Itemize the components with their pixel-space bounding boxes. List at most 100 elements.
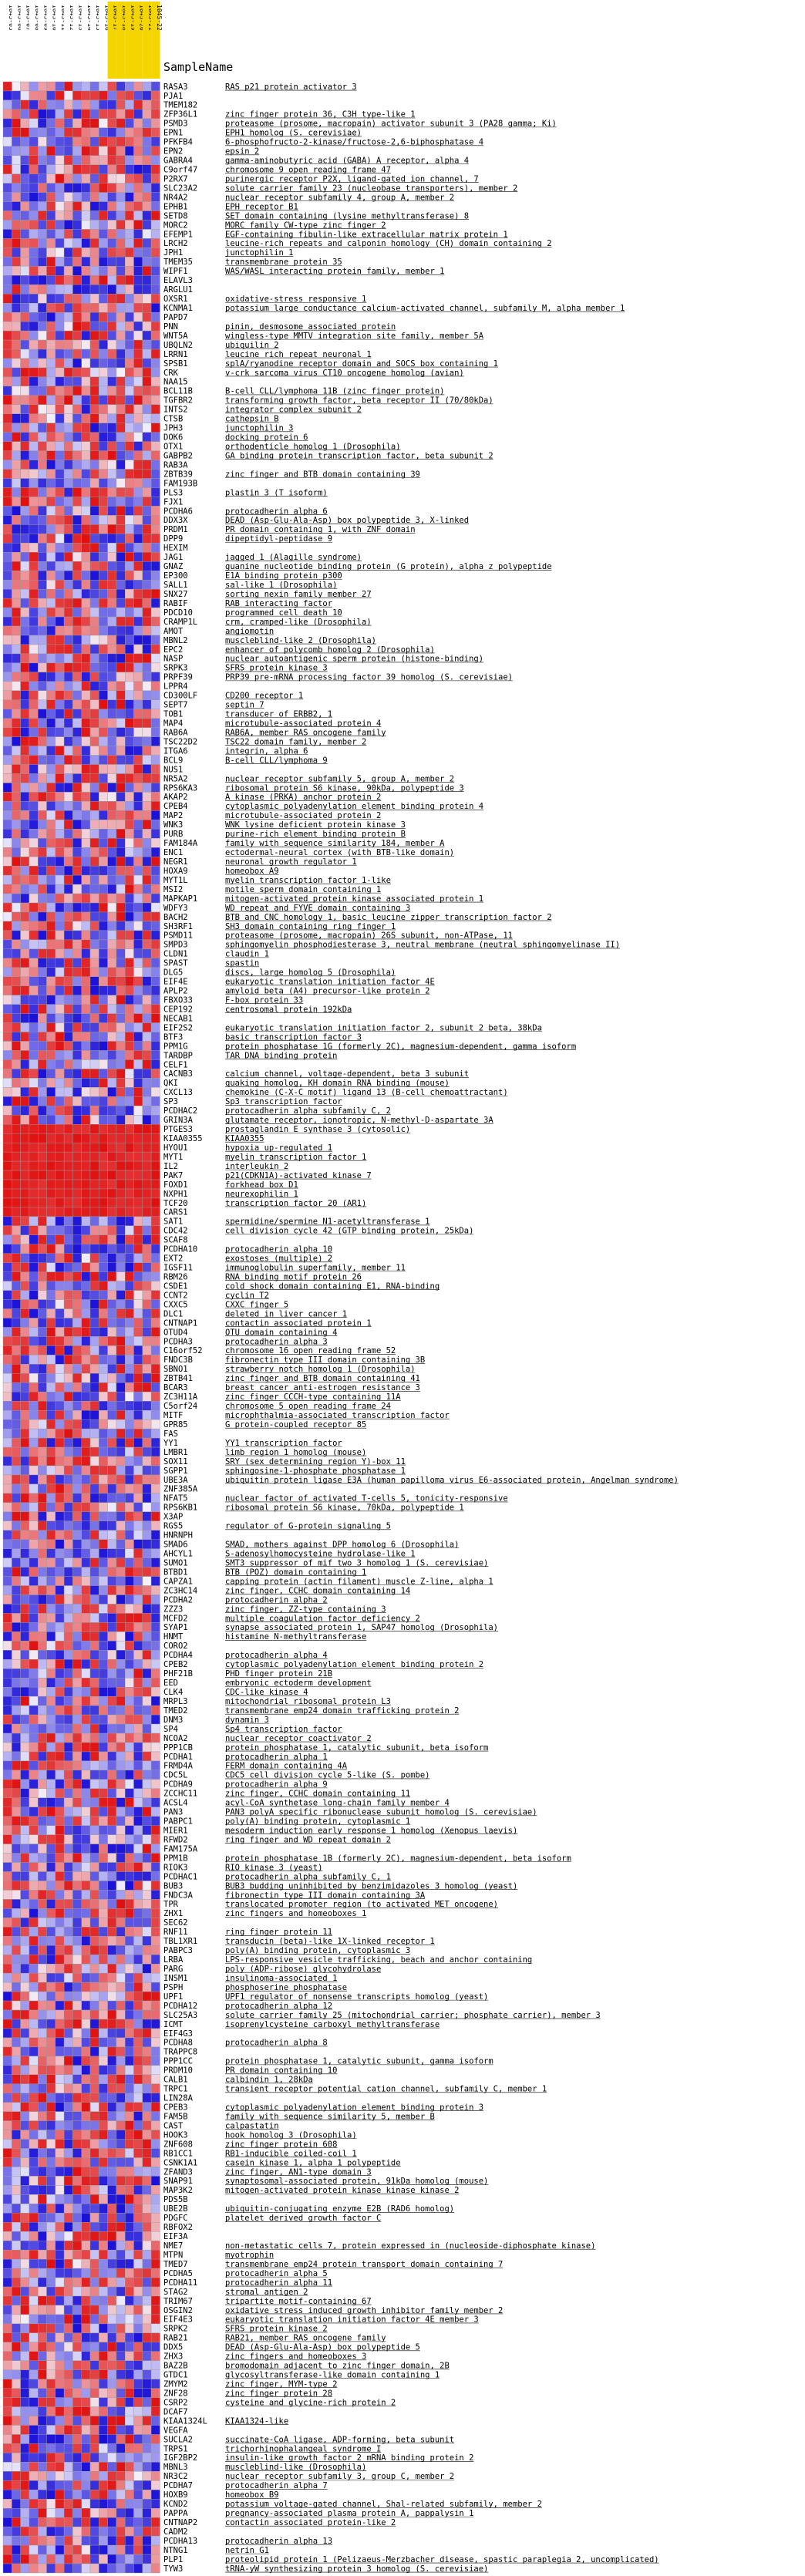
heatmap-cell — [20, 1188, 30, 1199]
heatmap-cell — [89, 1622, 99, 1632]
heatmap-cell — [150, 1493, 160, 1504]
row-id: EPN2 — [163, 147, 183, 157]
heatmap-cell — [99, 1244, 108, 1254]
row-id: CRK — [163, 369, 179, 378]
heatmap-cell — [89, 856, 99, 867]
heatmap-cell — [55, 2148, 65, 2158]
heatmap-cell — [12, 2499, 21, 2509]
heatmap-cell — [89, 810, 99, 820]
heatmap-cell — [107, 1548, 117, 1558]
heatmap-cell — [142, 1308, 152, 1318]
heatmap-cell — [150, 1751, 160, 1762]
heatmap-cell — [63, 1327, 73, 1337]
heatmap-cell — [142, 460, 152, 470]
heatmap-cell — [55, 2508, 65, 2518]
heatmap-cell — [29, 1004, 39, 1014]
heatmap-cell — [55, 1336, 65, 1346]
heatmap-cell — [20, 1972, 30, 1983]
heatmap-cell — [2, 2258, 12, 2269]
heatmap-cell — [99, 1613, 108, 1623]
heatmap-cell — [89, 2028, 99, 2039]
heatmap-cell — [150, 2295, 160, 2306]
heatmap-cell — [2, 1437, 12, 1448]
heatmap-cell — [89, 1373, 99, 1383]
heatmap-cell — [81, 1760, 91, 1771]
heatmap-cell — [20, 1151, 30, 1162]
heatmap-cell — [81, 792, 91, 802]
heatmap-cell — [116, 1732, 126, 1743]
heatmap-cell — [107, 257, 117, 267]
heatmap-cell — [20, 1936, 30, 1946]
heatmap-cell — [46, 330, 56, 341]
heatmap-cell — [142, 330, 152, 341]
heatmap-cell — [107, 2249, 117, 2260]
heatmap-cell — [38, 1622, 47, 1632]
heatmap-cell — [99, 690, 108, 700]
heatmap-cell — [150, 173, 160, 184]
heatmap-cell — [133, 1567, 143, 1577]
heatmap-cell — [46, 1170, 56, 1180]
heatmap-cell — [142, 1742, 152, 1753]
heatmap-cell — [124, 921, 134, 931]
heatmap-cell — [116, 1520, 126, 1530]
heatmap-cell — [99, 2342, 108, 2352]
heatmap-cell — [107, 736, 117, 746]
heatmap-cell — [63, 2231, 73, 2241]
heatmap-cell — [107, 1982, 117, 1992]
heatmap-cell — [133, 1530, 143, 1540]
heatmap-cell — [89, 2480, 99, 2490]
heatmap-cell — [63, 1834, 73, 1844]
heatmap-cell — [46, 1788, 56, 1798]
heatmap-cell — [150, 164, 160, 174]
heatmap-cell — [133, 543, 143, 553]
heatmap-cell — [38, 1631, 47, 1642]
heatmap-cell — [116, 2471, 126, 2481]
heatmap-cell — [150, 1844, 160, 1854]
heatmap-cell — [20, 220, 30, 230]
heatmap-cell — [72, 2379, 82, 2389]
heatmap-cell — [55, 1548, 65, 1558]
heatmap-cell — [2, 1918, 12, 1928]
heatmap-cell — [150, 2213, 160, 2223]
heatmap-cell — [107, 349, 117, 359]
heatmap-cell — [2, 1982, 12, 1992]
heatmap-cell — [133, 662, 143, 673]
heatmap-cell — [124, 339, 134, 350]
heatmap-cell — [133, 1318, 143, 1328]
heatmap-cell — [89, 746, 99, 756]
heatmap-cell — [142, 1345, 152, 1355]
heatmap-cell — [81, 2167, 91, 2177]
heatmap-cell — [29, 423, 39, 433]
heatmap-cell — [72, 1548, 82, 1558]
heatmap-cell — [55, 2258, 65, 2269]
heatmap-cell — [63, 81, 73, 92]
heatmap-cell — [38, 820, 47, 830]
heatmap-cell — [2, 266, 12, 276]
heatmap-cell — [89, 136, 99, 146]
heatmap-cell — [150, 2102, 160, 2112]
heatmap-cell — [2, 2093, 12, 2103]
heatmap-cell — [116, 2499, 126, 2509]
heatmap-cell — [150, 247, 160, 258]
heatmap-cell — [142, 2185, 152, 2195]
heatmap-cell — [124, 303, 134, 313]
heatmap-cell — [38, 1281, 47, 1291]
heatmap-cell — [142, 1723, 152, 1734]
heatmap-cell — [133, 450, 143, 460]
heatmap-cell — [107, 1825, 117, 1835]
heatmap-cell — [29, 2065, 39, 2075]
heatmap-cell — [116, 893, 126, 904]
heatmap-cell — [2, 404, 12, 414]
heatmap-cell — [55, 1751, 65, 1762]
heatmap-cell — [46, 1641, 56, 1651]
heatmap-cell — [124, 349, 134, 359]
heatmap-cell — [38, 2406, 47, 2416]
heatmap-cell — [63, 2535, 73, 2546]
heatmap-cell — [107, 1871, 117, 1881]
heatmap-cell — [63, 552, 73, 562]
heatmap-cell — [38, 136, 47, 146]
heatmap-cell — [55, 1678, 65, 1688]
heatmap-cell — [72, 285, 82, 295]
heatmap-cell — [89, 2286, 99, 2297]
heatmap-cell — [81, 432, 91, 442]
